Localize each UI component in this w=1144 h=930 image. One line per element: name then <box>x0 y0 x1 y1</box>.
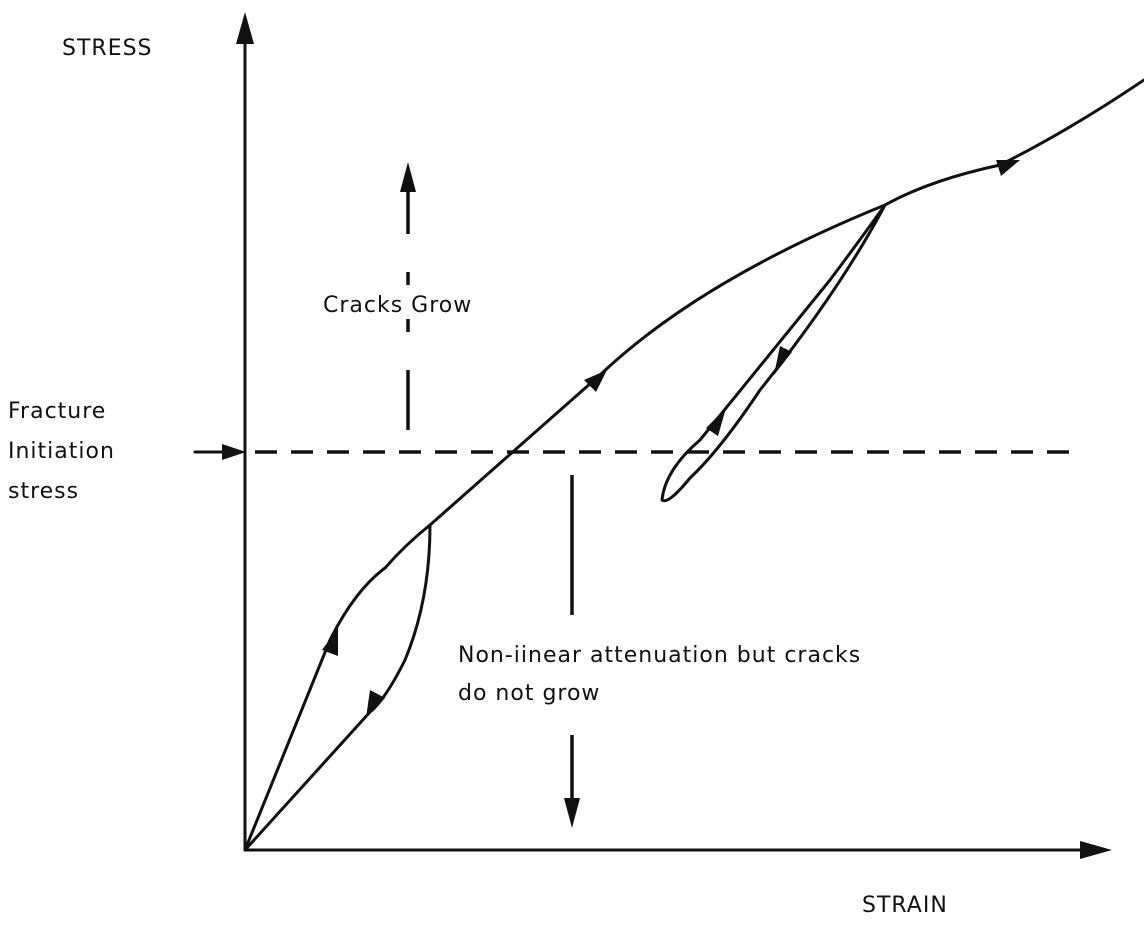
curve-arrow <box>774 346 792 375</box>
x-axis-arrow <box>1080 841 1112 859</box>
curve-arrow <box>366 690 385 718</box>
loading-curve <box>243 78 1144 852</box>
y-axis-arrow <box>236 12 254 44</box>
fracture-pointer-arrow <box>222 444 246 460</box>
unloading-loop <box>243 523 432 852</box>
curve-arrow <box>322 628 338 656</box>
cracks-grow-label: Cracks Grow <box>323 293 472 318</box>
fracture-label: Initiation <box>8 439 115 464</box>
curve-arrow <box>706 408 726 436</box>
down-arrow-head <box>564 798 580 828</box>
curve-arrow <box>584 370 607 392</box>
x-axis-label: STRAIN <box>862 893 948 918</box>
y-axis-label: STRESS <box>62 36 153 61</box>
nonlinear-label: do not grow <box>458 681 600 706</box>
up-arrow-head <box>400 162 416 192</box>
label-bg <box>455 632 1015 712</box>
label-bg <box>318 285 528 319</box>
reloading-loop <box>660 203 887 503</box>
nonlinear-label: Non-iinear attenuation but cracks <box>458 643 861 668</box>
fracture-label: stress <box>8 479 79 504</box>
fracture-label: Fracture <box>8 399 106 424</box>
curve-arrow <box>996 160 1020 176</box>
